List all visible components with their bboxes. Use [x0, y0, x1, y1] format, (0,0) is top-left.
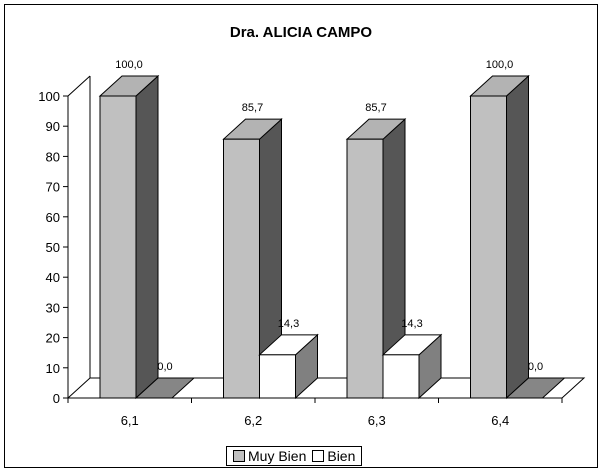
- bar-side-face: [135, 74, 159, 400]
- y-tick-label: 60: [46, 210, 60, 225]
- data-label: 100,0: [115, 59, 143, 71]
- chart-legend: Muy Bien Bien: [226, 446, 363, 466]
- bar-bien: [381, 333, 443, 400]
- bar-flat-face: [134, 377, 196, 399]
- bar-front-face: [259, 354, 296, 399]
- legend-label-bien: Bien: [327, 448, 356, 464]
- bar-bien: [134, 377, 196, 399]
- bar-front-face: [346, 138, 384, 399]
- bar-front-face: [223, 138, 260, 399]
- x-tick-label: 6,3: [368, 413, 386, 428]
- x-tick-label: 6,1: [121, 413, 139, 428]
- data-label: 0,0: [528, 361, 543, 373]
- bar-bien: [505, 377, 566, 399]
- data-label: 14,3: [278, 318, 299, 330]
- y-tick-label: 30: [46, 300, 60, 315]
- x-tick-label: 6,2: [244, 413, 262, 428]
- bar-front-face: [99, 95, 137, 399]
- x-tick-label: 6,4: [491, 413, 509, 428]
- data-label: 85,7: [242, 102, 263, 114]
- legend-swatch-muy-bien: [233, 450, 245, 462]
- y-axis-top-edge: [67, 75, 91, 97]
- y-tick-label: 50: [46, 240, 60, 255]
- data-label: 14,3: [401, 318, 422, 330]
- y-tick-label: 70: [46, 180, 60, 195]
- bar-bien: [258, 333, 319, 400]
- chart-title: Dra. ALICIA CAMPO: [230, 24, 373, 41]
- legend-label-muy-bien: Muy Bien: [248, 448, 307, 464]
- bar-flat-face: [505, 377, 566, 399]
- y-tick-label: 0: [53, 391, 60, 406]
- bar-front-face: [382, 354, 420, 399]
- bar-muy-bien: [469, 74, 530, 400]
- y-tick-label: 100: [38, 89, 60, 104]
- y-tick-label: 90: [46, 119, 60, 134]
- legend-item-muy-bien: Muy Bien: [233, 448, 306, 464]
- legend-swatch-bien: [312, 450, 325, 462]
- chart-bars: [98, 74, 566, 400]
- y-tick-label: 40: [46, 270, 60, 285]
- data-label: 100,0: [486, 59, 514, 71]
- chart-data-labels: 100,0 0,0 85,7 14,3 85,7 14,3 100,0 0,0: [115, 59, 543, 373]
- data-label: 0,0: [157, 361, 172, 373]
- bar-muy-bien: [222, 118, 283, 400]
- y-tick-label: 80: [46, 149, 60, 164]
- data-label: 85,7: [365, 102, 386, 114]
- bar-front-face: [470, 95, 507, 399]
- legend-item-bien: Bien: [312, 448, 355, 464]
- y-tick-label: 20: [46, 331, 60, 346]
- bar-muy-bien: [98, 74, 160, 400]
- bar-side-face: [506, 74, 529, 400]
- y-tick-label: 10: [46, 361, 60, 376]
